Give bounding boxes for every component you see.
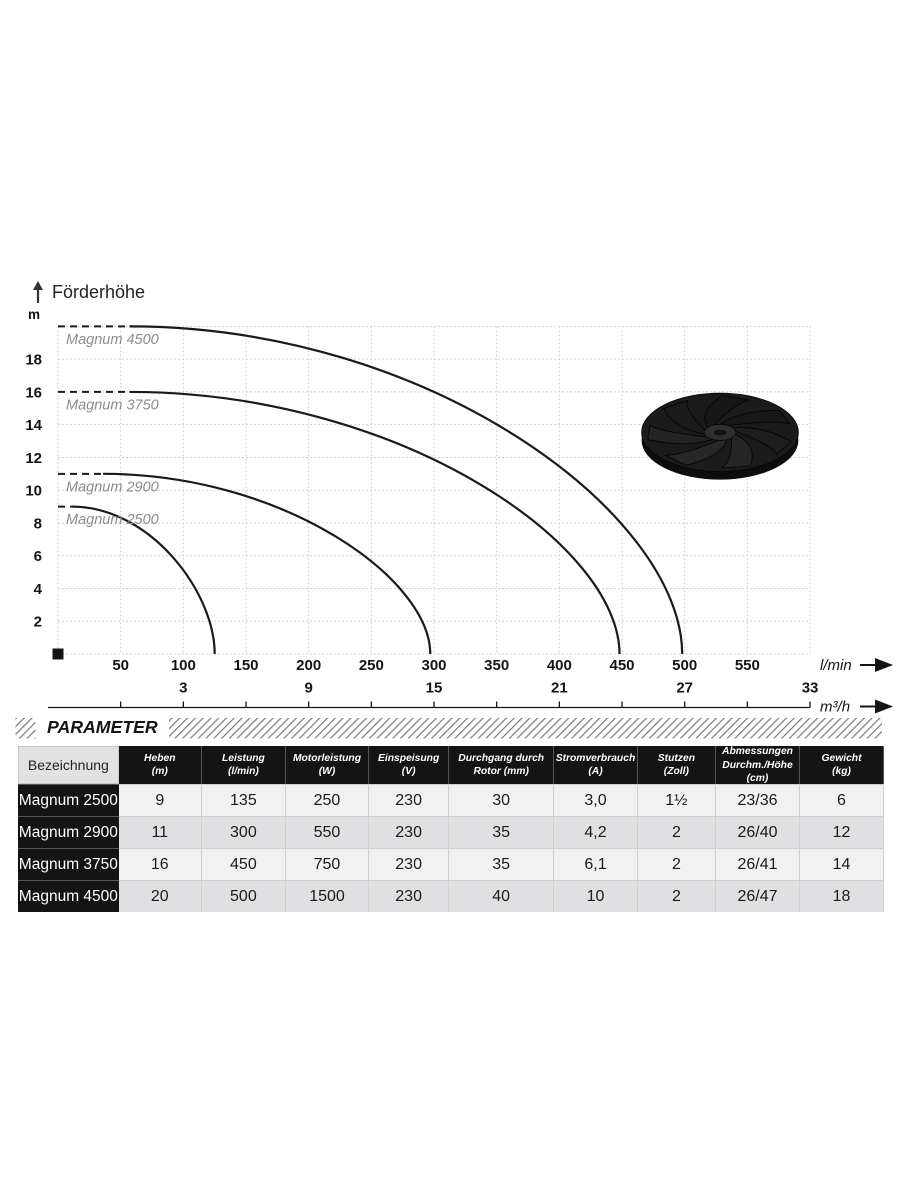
svg-text:500: 500 xyxy=(672,657,697,674)
svg-text:33: 33 xyxy=(802,680,819,697)
svg-text:4: 4 xyxy=(34,581,43,598)
svg-text:Magnum 3750: Magnum 3750 xyxy=(66,397,159,413)
svg-text:10: 10 xyxy=(25,483,42,500)
svg-text:200: 200 xyxy=(296,657,321,674)
svg-text:Magnum 4500: Magnum 4500 xyxy=(66,332,159,348)
svg-text:9: 9 xyxy=(305,680,313,697)
svg-text:16: 16 xyxy=(25,384,42,401)
svg-text:3: 3 xyxy=(179,680,187,697)
svg-text:m³/h: m³/h xyxy=(820,699,850,716)
svg-text:l/min: l/min xyxy=(820,657,852,674)
svg-text:2: 2 xyxy=(34,614,42,631)
svg-text:12: 12 xyxy=(25,450,42,467)
svg-text:6: 6 xyxy=(34,548,42,565)
svg-text:Magnum 2900: Magnum 2900 xyxy=(66,479,159,495)
svg-text:100: 100 xyxy=(171,657,196,674)
svg-text:450: 450 xyxy=(610,657,635,674)
svg-text:50: 50 xyxy=(112,657,129,674)
svg-text:18: 18 xyxy=(25,352,42,369)
svg-text:Magnum 2500: Magnum 2500 xyxy=(66,512,159,528)
svg-text:350: 350 xyxy=(484,657,509,674)
svg-text:300: 300 xyxy=(422,657,447,674)
svg-text:150: 150 xyxy=(233,657,258,674)
svg-text:15: 15 xyxy=(426,680,443,697)
svg-text:8: 8 xyxy=(34,515,42,532)
svg-text:250: 250 xyxy=(359,657,384,674)
svg-text:14: 14 xyxy=(25,417,42,434)
svg-text:400: 400 xyxy=(547,657,572,674)
svg-text:27: 27 xyxy=(676,680,693,697)
svg-text:21: 21 xyxy=(551,680,568,697)
svg-text:550: 550 xyxy=(735,657,760,674)
